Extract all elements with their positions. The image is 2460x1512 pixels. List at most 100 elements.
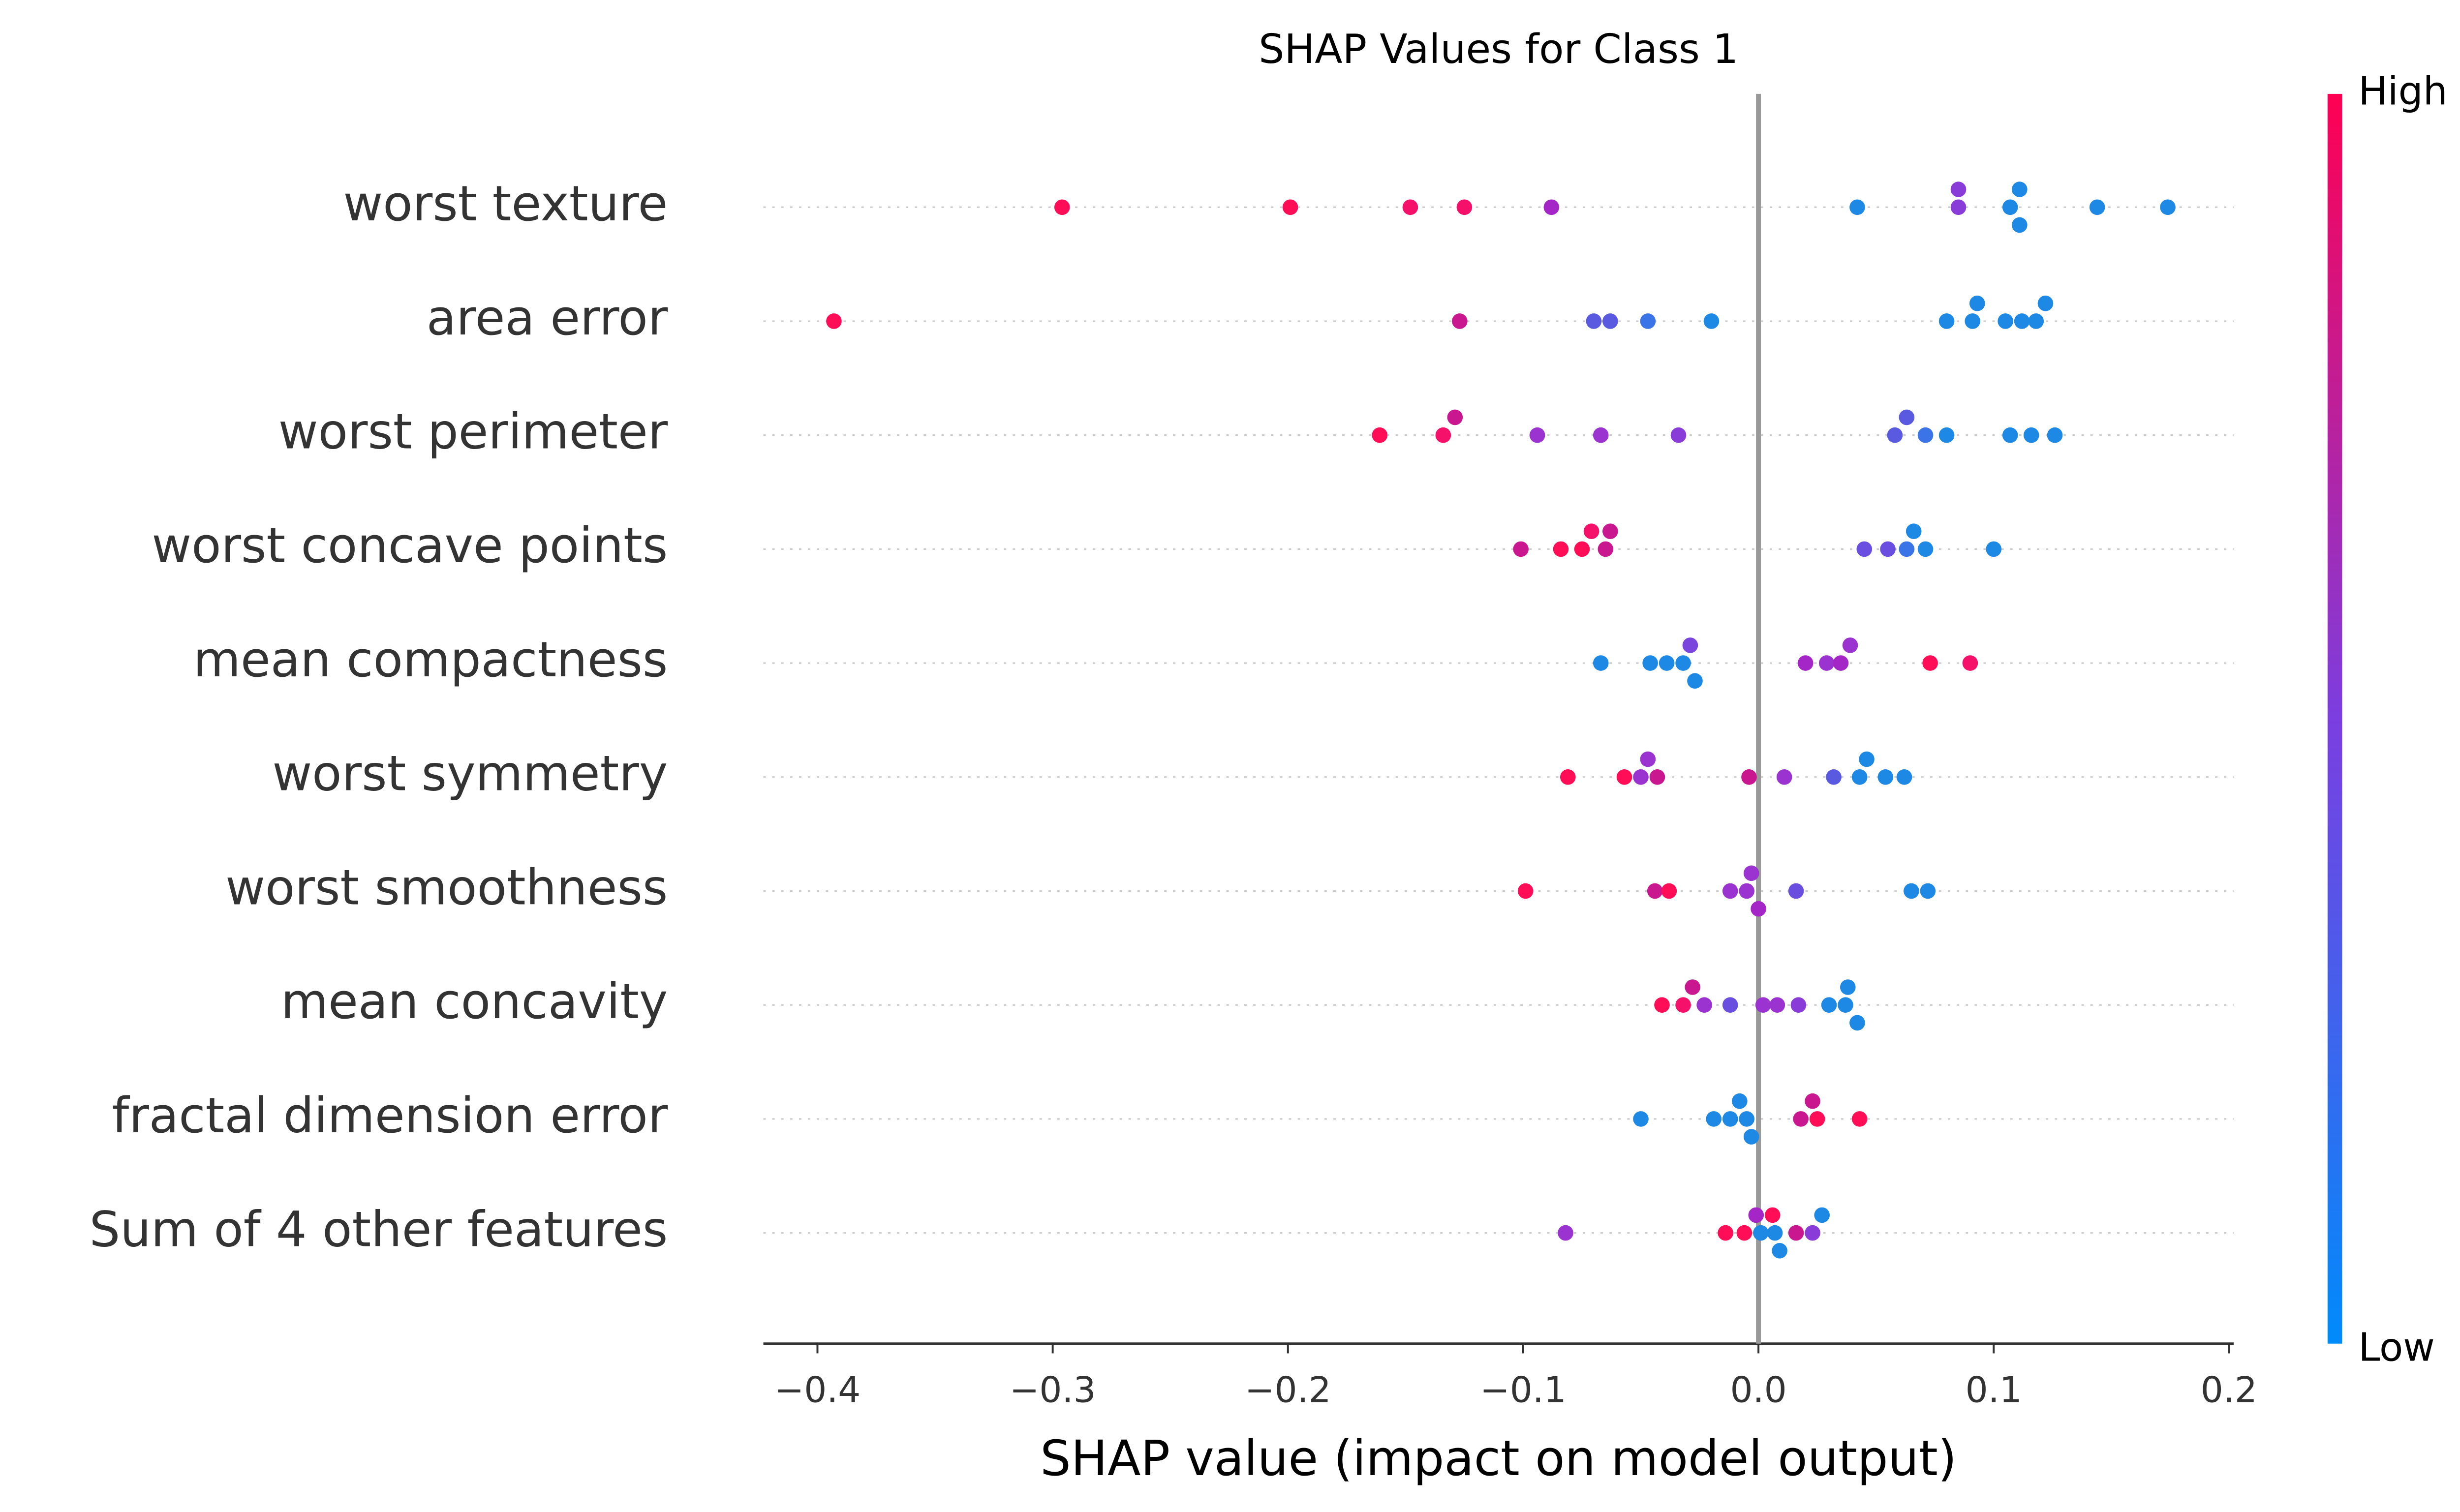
dot [1776, 769, 1792, 785]
dot [1736, 1225, 1753, 1241]
colorbar-low: Low [2358, 1325, 2435, 1370]
dot [2028, 313, 2044, 329]
dot [1722, 1111, 1738, 1127]
x-axis-label: SHAP value (impact on model output) [1040, 1430, 1957, 1487]
dot [1826, 769, 1842, 785]
dot [1797, 655, 1814, 671]
dot [1682, 637, 1698, 653]
dot [1950, 199, 1967, 215]
dot [1642, 655, 1658, 671]
dot [1675, 997, 1691, 1013]
dot [1586, 313, 1602, 329]
dot [1282, 199, 1298, 215]
dot [1435, 427, 1451, 443]
dot [1904, 883, 1919, 899]
dot [1602, 523, 1618, 539]
dot [1920, 883, 1936, 899]
dot [1849, 199, 1865, 215]
dot [1649, 769, 1665, 785]
dot [1661, 883, 1677, 899]
dot [1593, 655, 1609, 671]
y-tick-label: fractal dimension error [112, 1088, 668, 1144]
dot [1529, 427, 1545, 443]
dot [2047, 427, 2063, 443]
dot [1583, 523, 1599, 539]
dot [1849, 1015, 1865, 1031]
dot [1790, 997, 1807, 1013]
dot [1887, 427, 1903, 443]
dot [1743, 865, 1759, 881]
y-tick-label: worst concave points [152, 517, 668, 574]
dot [1896, 769, 1912, 785]
chart-title: SHAP Values for Class 1 [1259, 26, 1738, 73]
dot [2002, 427, 2018, 443]
dot [1739, 1111, 1754, 1127]
dot [1593, 427, 1609, 443]
dot [1809, 1111, 1825, 1127]
x-tick-label: −0.2 [1245, 1369, 1331, 1411]
y-tick-label: mean compactness [193, 632, 668, 688]
dot [1722, 883, 1738, 899]
dot [1654, 997, 1670, 1013]
dot [1772, 1242, 1787, 1259]
y-tick-label: worst symmetry [272, 746, 668, 802]
dot [2089, 199, 2105, 215]
dot [1755, 997, 1771, 1013]
dot [1917, 541, 1934, 557]
dot [1574, 541, 1590, 557]
x-tick-label: −0.1 [1480, 1369, 1567, 1411]
dot [1741, 769, 1757, 785]
colorbar-label: Feature value [2458, 575, 2460, 862]
x-tick-label: −0.3 [1010, 1369, 1096, 1411]
dot [1553, 541, 1569, 557]
dot [2014, 313, 2030, 329]
x-tick-label: 0.2 [2201, 1369, 2257, 1411]
dot [1859, 751, 1875, 767]
dot [1842, 637, 1858, 653]
dot [1647, 883, 1663, 899]
dot [1899, 409, 1915, 425]
dot [1764, 1207, 1781, 1223]
dot [2037, 295, 2054, 311]
dot [1685, 979, 1700, 995]
y-tick-label: worst perimeter [278, 404, 668, 460]
dot [1840, 979, 1856, 995]
x-tick-label: −0.4 [774, 1369, 861, 1411]
dot [1851, 1111, 1868, 1127]
dot [1633, 1111, 1649, 1127]
y-tick-label: worst texture [343, 176, 668, 232]
dot [1640, 313, 1656, 329]
dot [1456, 199, 1473, 215]
dot [1743, 1129, 1759, 1145]
x-tick-label: 0.1 [1966, 1369, 2022, 1411]
dot [1640, 751, 1656, 767]
colorbar-high: High [2358, 68, 2448, 114]
dot [1718, 1225, 1733, 1241]
dot [1054, 199, 1070, 215]
dot [2160, 199, 2176, 215]
y-tick-label: worst smoothness [225, 859, 668, 916]
dot [1560, 769, 1576, 785]
dot [1856, 541, 1873, 557]
dot [1986, 541, 2002, 557]
y-tick-label: mean concavity [281, 973, 668, 1030]
dot [2012, 217, 2028, 233]
dot [1877, 769, 1894, 785]
dot [1788, 1225, 1804, 1241]
dot [1821, 997, 1837, 1013]
dot [1833, 655, 1849, 671]
dot [1917, 427, 1934, 443]
dot [1703, 313, 1720, 329]
dot [2002, 199, 2018, 215]
dot [1517, 883, 1534, 899]
dot [1950, 181, 1967, 197]
x-tick-label: 0.0 [1730, 1369, 1787, 1411]
y-tick-label: Sum of 4 other features [90, 1201, 668, 1258]
dot [1670, 427, 1687, 443]
dot [1722, 997, 1738, 1013]
dot [1788, 883, 1804, 899]
dot [1372, 427, 1388, 443]
dot [1687, 673, 1703, 689]
dot [1598, 541, 1614, 557]
